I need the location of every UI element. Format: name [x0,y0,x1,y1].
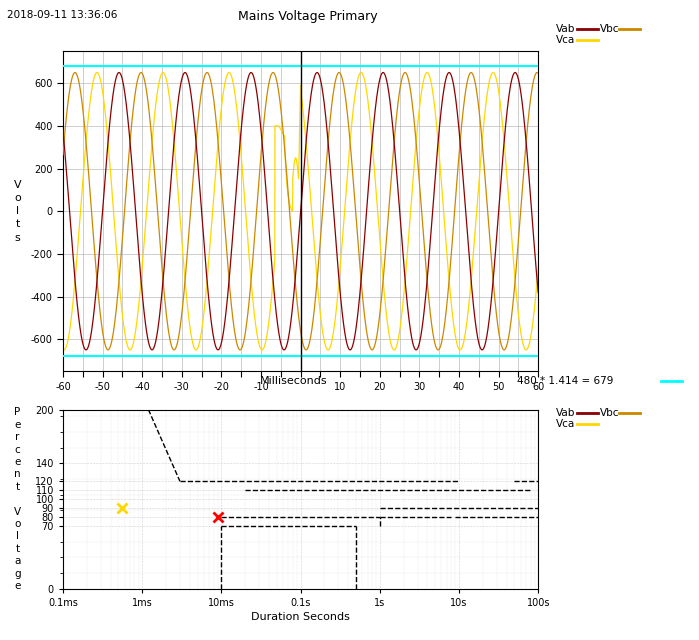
Text: Vca: Vca [556,419,575,429]
Text: Milliseconds: Milliseconds [260,376,327,386]
Text: Vbc: Vbc [600,24,619,35]
Text: 2018-09-11 13:36:06: 2018-09-11 13:36:06 [7,10,117,20]
Text: Vab: Vab [556,24,575,35]
Text: Mains Voltage Primary: Mains Voltage Primary [238,10,377,22]
Text: 480 * 1.414 = 679: 480 * 1.414 = 679 [517,376,614,386]
Text: V
o
l
t
s: V o l t s [14,180,21,243]
Text: Vca: Vca [556,35,575,45]
Text: Vbc: Vbc [600,408,619,418]
Text: Vab: Vab [556,408,575,418]
Text: P
e
r
c
e
n
t
 
V
o
l
t
a
g
e: P e r c e n t V o l t a g e [14,408,21,591]
X-axis label: Duration Seconds: Duration Seconds [251,612,350,622]
